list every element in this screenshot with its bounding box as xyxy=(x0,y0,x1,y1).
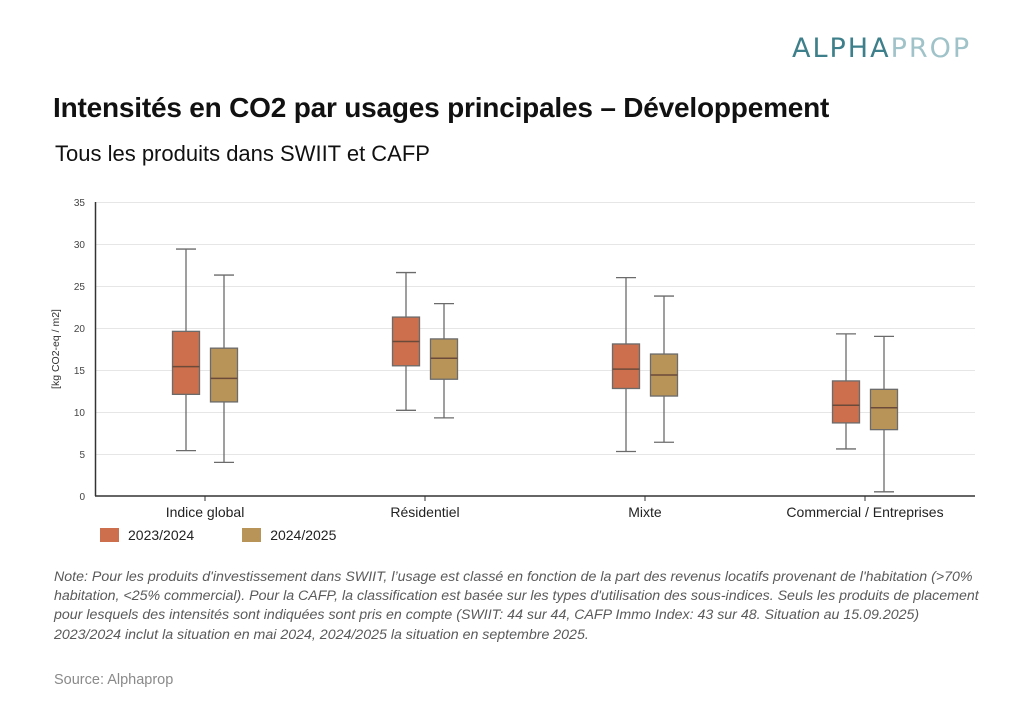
alphaprop-logo: ALPHAPROP xyxy=(792,33,971,64)
y-tick-label: 20 xyxy=(74,324,86,335)
footnote: Note: Pour les produits d'investissement… xyxy=(54,568,994,645)
y-axis-label: [kg CO2-eq / m2] xyxy=(50,309,62,389)
box-iqr xyxy=(209,347,239,403)
x-tick-label: Commercial / Entreprises xyxy=(786,504,943,520)
box-2023-2024 xyxy=(611,276,641,453)
box-2024-2025 xyxy=(429,302,459,419)
y-tick-label: 25 xyxy=(74,282,86,293)
box-2023-2024 xyxy=(831,333,861,450)
x-tick-label: Résidentiel xyxy=(390,504,459,520)
boxes xyxy=(171,248,899,493)
legend-item-2024-2025: 2024/2025 xyxy=(242,527,336,543)
y-tick-label: 30 xyxy=(74,240,86,251)
source-label: Source: Alphaprop xyxy=(54,672,174,688)
legend-swatch-2023-2024 xyxy=(100,528,119,542)
box-iqr xyxy=(171,330,201,396)
legend-item-2023-2024: 2023/2024 xyxy=(100,527,194,543)
y-tick-label: 10 xyxy=(74,408,86,419)
legend-swatch-2024-2025 xyxy=(242,528,262,542)
box-2023-2024 xyxy=(391,271,421,411)
box-2023-2024 xyxy=(171,248,201,452)
box-iqr xyxy=(429,338,459,380)
x-tick-label: Mixte xyxy=(628,504,662,520)
box-iqr xyxy=(611,343,641,390)
box-iqr xyxy=(831,380,861,424)
chart-subtitle: Tous les produits dans SWIIT et CAFP xyxy=(55,141,430,166)
box-2024-2025 xyxy=(649,295,679,443)
legend-label: 2023/2024 xyxy=(128,527,195,543)
x-tick-label: Indice global xyxy=(166,504,245,520)
y-axis-ticks: 0 5 10 15 20 25 30 35 xyxy=(74,198,86,503)
y-tick-label: 15 xyxy=(74,366,86,377)
x-axis-ticks: Indice global Résidentiel Mixte Commercial … xyxy=(166,496,944,520)
logo-part-prop: PROP xyxy=(890,33,972,64)
y-tick-label: 5 xyxy=(79,450,85,461)
legend-label: 2024/2025 xyxy=(270,527,337,543)
logo-part-alpha: ALPHA xyxy=(792,33,891,64)
chart-title: Intensités en CO2 par usages principales… xyxy=(53,92,830,123)
box-2024-2025 xyxy=(869,335,899,493)
gridlines xyxy=(95,202,975,455)
y-tick-label: 0 xyxy=(79,492,85,503)
y-tick-label: 35 xyxy=(74,198,86,209)
box-iqr xyxy=(869,388,899,431)
footnote-periods: 2023/2024 inclut la situation en mai 202… xyxy=(54,626,589,643)
legend: 2023/2024 2024/2025 xyxy=(100,527,336,543)
box-2024-2025 xyxy=(209,274,239,464)
footnote-methodology: Note: Pour les produits d'investissement… xyxy=(54,569,979,624)
